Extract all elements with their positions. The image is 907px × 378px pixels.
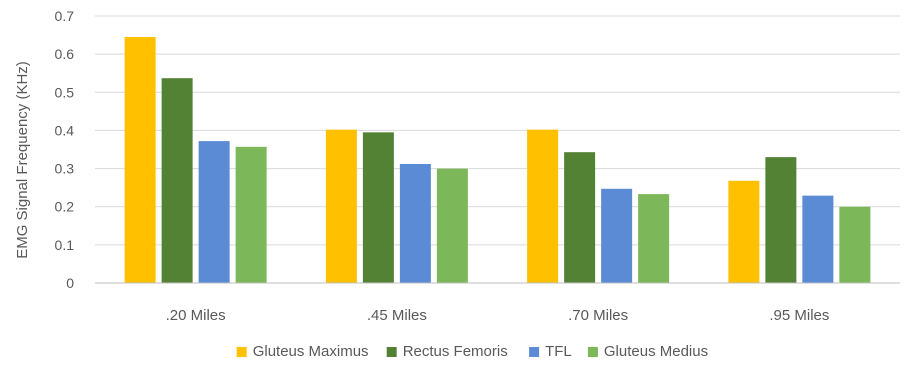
axis-layer: 0 0.1 0.2 0.3 0.4 0.5 0.6 0.7 .20 Miles .45 Miles… [55, 8, 900, 324]
bars-layer [124, 36, 871, 284]
bar [564, 152, 596, 283]
legend-swatch [236, 347, 247, 357]
bar [124, 36, 156, 283]
legend-swatch [587, 347, 598, 357]
legend-label: Gluteus Maximus [253, 343, 369, 360]
y-tick-label: 0.6 [55, 46, 75, 62]
y-tick-label: 0 [66, 275, 74, 291]
bar [161, 78, 193, 284]
bar [436, 168, 468, 283]
bar [765, 157, 797, 283]
y-tick-label: 0.2 [55, 199, 75, 215]
y-tick-label: 0.1 [55, 237, 75, 253]
bar [802, 195, 834, 283]
bar [527, 129, 559, 283]
legend: Gluteus Maximus Rectus Femoris TFL Gluteus … [236, 343, 708, 360]
legend-label: Rectus Femoris [403, 343, 508, 360]
legend-swatch [529, 347, 540, 357]
y-tick-label: 0.5 [55, 84, 75, 100]
bar [362, 132, 394, 283]
y-axis-label: EMG Signal Frequency (KHz) [14, 61, 31, 259]
bar [638, 194, 670, 283]
y-tick-label: 0.7 [55, 8, 75, 24]
bar [325, 129, 357, 283]
x-tick-label: .20 Miles [166, 307, 226, 324]
bar [198, 141, 230, 283]
legend-label: TFL [545, 343, 572, 360]
x-tick-label: .45 Miles [367, 307, 427, 324]
bar [839, 206, 871, 283]
bar [728, 180, 760, 283]
legend-swatch [386, 347, 397, 357]
y-tick-label: 0.3 [55, 161, 75, 177]
x-tick-label: .70 Miles [568, 307, 628, 324]
x-tick-label: .95 Miles [769, 307, 829, 324]
legend-label: Gluteus Medius [604, 343, 708, 360]
bar [601, 188, 633, 283]
y-tick-label: 0.4 [55, 122, 75, 138]
bar [399, 163, 431, 283]
bar [235, 146, 267, 283]
